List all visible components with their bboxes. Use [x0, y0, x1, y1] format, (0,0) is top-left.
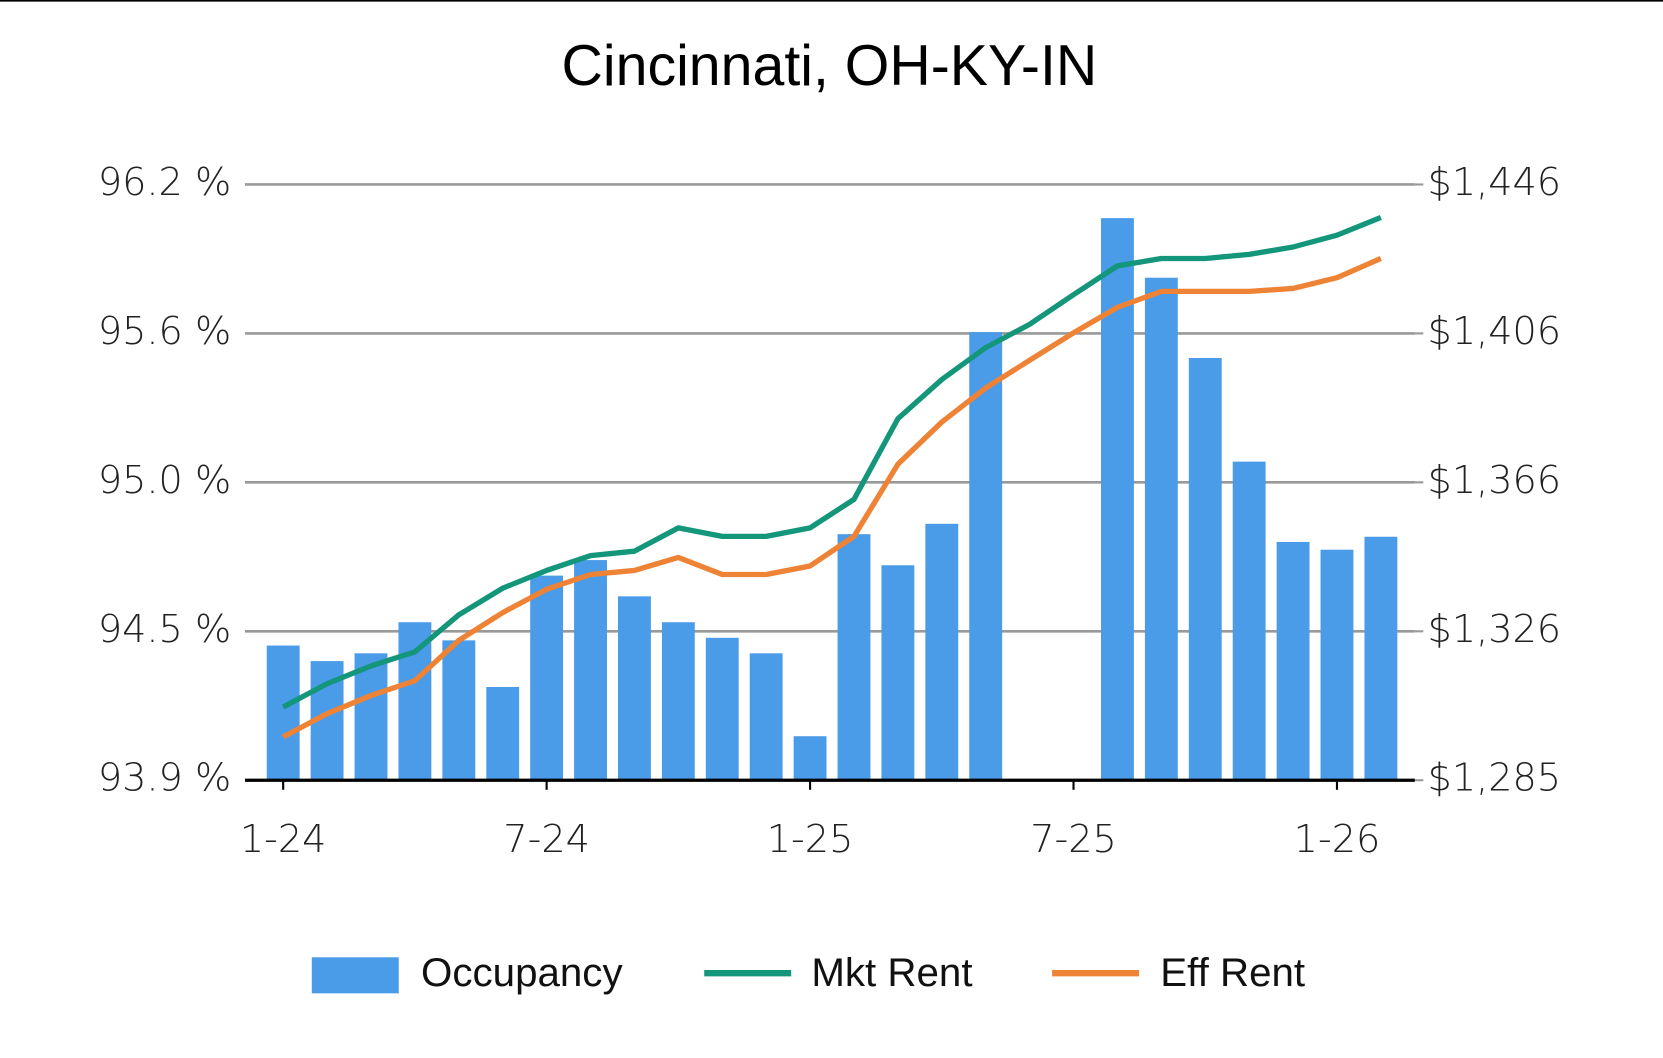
x-tick-label: 1-25: [767, 818, 854, 862]
bar: [530, 575, 564, 781]
bar: [442, 640, 476, 781]
y-tick-label: 93.9 %: [98, 757, 231, 801]
y2-tick-label: $1,366: [1428, 459, 1562, 503]
bar: [925, 523, 959, 781]
bar: [661, 622, 695, 781]
bar: [1188, 358, 1222, 781]
line: [281, 256, 1382, 740]
y2-tick-label: $1,406: [1428, 310, 1562, 354]
y2-tick-label: $1,446: [1428, 161, 1562, 205]
legend-label: Eff Rent: [1160, 950, 1305, 995]
line: [281, 214, 1382, 710]
bar: [266, 645, 300, 781]
bar: [486, 686, 520, 781]
y-tick-label: 94.5 %: [98, 608, 231, 652]
y2-tick-label: $1,326: [1428, 608, 1562, 652]
bar: [837, 534, 871, 781]
bar: [354, 653, 388, 781]
legend-label: Occupancy: [421, 950, 623, 995]
bar: [618, 596, 651, 781]
bar: [1320, 549, 1354, 781]
x-tick-label: 7-24: [503, 818, 590, 862]
legend-label: Mkt Rent: [811, 950, 972, 995]
bar: [1364, 536, 1398, 781]
bar: [881, 565, 915, 781]
chart-title: Cincinnati, OH-KY-IN: [562, 34, 1098, 98]
legend-swatch: [311, 957, 399, 994]
bar: [793, 736, 827, 781]
bar: [1144, 277, 1178, 781]
y2-tick-label: $1,285: [1428, 757, 1562, 801]
y-tick-label: 96.2 %: [98, 161, 231, 205]
x-tick-label: 7-25: [1030, 818, 1117, 862]
bar: [1276, 541, 1310, 781]
x-tick-label: 1-24: [240, 818, 327, 862]
x-tick-label: 1-26: [1294, 818, 1381, 862]
bar: [705, 637, 739, 781]
bar: [398, 622, 432, 781]
bar: [749, 653, 783, 781]
bar: [969, 332, 1003, 781]
bar: [574, 560, 607, 781]
y-tick-label: 95.6 %: [98, 310, 231, 354]
bar: [1232, 461, 1266, 781]
y-tick-label: 95.0 %: [98, 459, 231, 503]
